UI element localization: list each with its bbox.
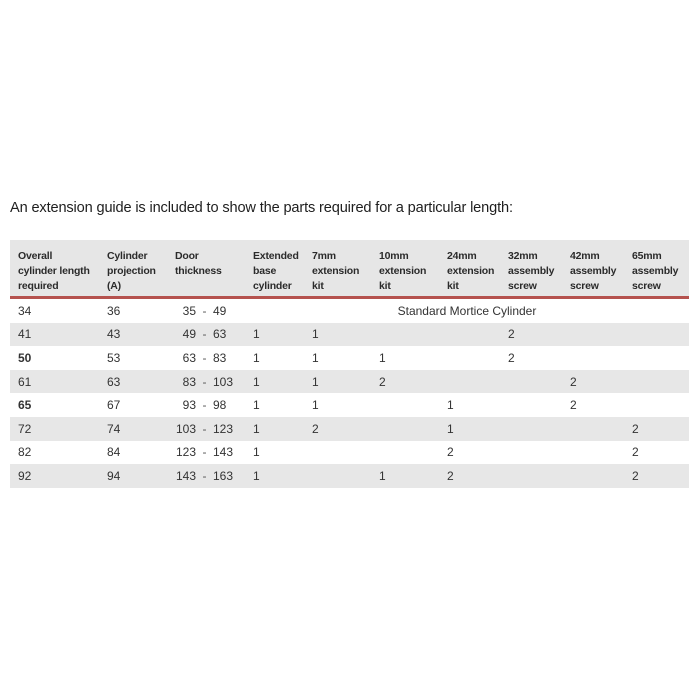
header-24mm-extension-kit: 24mm extension kit bbox=[447, 250, 495, 292]
cell-projection: 43 bbox=[107, 327, 121, 342]
table-header-row: Overall cylinder length required Cylinde… bbox=[10, 240, 689, 296]
cell-24mm-kit: 1 bbox=[447, 398, 454, 413]
cell-door-thickness: 123-143 bbox=[167, 445, 245, 459]
header-door-thickness: Door thickness bbox=[175, 250, 222, 277]
door-max: 163 bbox=[213, 468, 234, 483]
cell-door-thickness: 63-83 bbox=[167, 351, 245, 365]
table-row: 50 53 63-83 1 1 1 2 bbox=[10, 346, 689, 370]
door-min: 35 bbox=[182, 303, 196, 318]
door-min: 123 bbox=[175, 445, 196, 460]
door-min: 93 bbox=[182, 398, 196, 413]
cell-door-thickness: 143-163 bbox=[167, 469, 245, 483]
cell-65mm-screw: 2 bbox=[632, 421, 639, 436]
header-42mm-assembly-screw: 42mm assembly screw bbox=[570, 250, 617, 292]
cell-extended-base: 1 bbox=[253, 421, 260, 436]
cell-7mm-kit: 1 bbox=[312, 327, 319, 342]
range-dash: - bbox=[202, 303, 207, 318]
cell-projection: 67 bbox=[107, 398, 121, 413]
cell-door-thickness: 93-98 bbox=[167, 398, 245, 412]
table-row: 61 63 83-103 1 1 2 2 bbox=[10, 369, 689, 394]
cell-extended-base: 1 bbox=[253, 350, 260, 365]
cell-overall: 50 bbox=[18, 350, 32, 365]
door-min: 103 bbox=[175, 421, 196, 436]
range-dash: - bbox=[202, 398, 207, 413]
cell-door-thickness: 35-49 bbox=[167, 304, 245, 318]
cell-extended-base: 1 bbox=[253, 398, 260, 413]
cell-door-thickness: 83-103 bbox=[167, 375, 245, 389]
range-dash: - bbox=[202, 327, 207, 342]
cell-overall: 61 bbox=[18, 374, 32, 389]
table-row: 34 36 35-49 Standard Mortice Cylinder bbox=[10, 299, 689, 323]
intro-text: An extension guide is included to show t… bbox=[10, 200, 513, 216]
cell-24mm-kit: 2 bbox=[447, 468, 454, 483]
cell-projection: 63 bbox=[107, 374, 121, 389]
cell-projection: 36 bbox=[107, 303, 121, 318]
range-dash: - bbox=[202, 445, 207, 460]
cell-7mm-kit: 1 bbox=[312, 374, 319, 389]
cell-7mm-kit: 2 bbox=[312, 421, 319, 436]
cell-42mm-screw: 2 bbox=[570, 398, 577, 413]
cell-overall: 82 bbox=[18, 445, 32, 460]
cell-overall: 41 bbox=[18, 327, 32, 342]
cell-standard-mortice-cylinder: Standard Mortice Cylinder bbox=[397, 303, 537, 318]
cell-7mm-kit: 1 bbox=[312, 398, 319, 413]
header-overall-cylinder-length: Overall cylinder length required bbox=[18, 250, 90, 292]
table-row: 41 43 49-63 1 1 2 bbox=[10, 322, 689, 347]
cell-32mm-screw: 2 bbox=[508, 327, 515, 342]
door-max: 63 bbox=[213, 327, 227, 342]
door-min: 63 bbox=[182, 350, 196, 365]
header-cylinder-projection: Cylinder projection (A) bbox=[107, 250, 156, 292]
door-max: 83 bbox=[213, 350, 227, 365]
door-min: 143 bbox=[175, 468, 196, 483]
door-max: 103 bbox=[213, 374, 234, 389]
table-row: 65 67 93-98 1 1 1 2 bbox=[10, 393, 689, 417]
door-max: 49 bbox=[213, 303, 227, 318]
cell-projection: 84 bbox=[107, 445, 121, 460]
cell-overall: 65 bbox=[18, 398, 32, 413]
door-min: 83 bbox=[182, 374, 196, 389]
range-dash: - bbox=[202, 421, 207, 436]
cell-24mm-kit: 1 bbox=[447, 421, 454, 436]
table-row: 72 74 103-123 1 2 1 2 bbox=[10, 416, 689, 441]
cell-projection: 74 bbox=[107, 421, 121, 436]
cell-32mm-screw: 2 bbox=[508, 350, 515, 365]
cell-65mm-screw: 2 bbox=[632, 468, 639, 483]
door-max: 143 bbox=[213, 445, 234, 460]
table-row: 82 84 123-143 1 2 2 bbox=[10, 441, 689, 465]
cell-extended-base: 1 bbox=[253, 327, 260, 342]
header-65mm-assembly-screw: 65mm assembly screw bbox=[632, 250, 679, 292]
header-7mm-extension-kit: 7mm extension kit bbox=[312, 250, 360, 292]
cell-10mm-kit: 1 bbox=[379, 468, 386, 483]
header-extended-base-cylinder: Extended base cylinder bbox=[253, 250, 299, 292]
header-32mm-assembly-screw: 32mm assembly screw bbox=[508, 250, 555, 292]
table-row: 92 94 143-163 1 1 2 2 bbox=[10, 464, 689, 488]
cell-24mm-kit: 2 bbox=[447, 445, 454, 460]
cell-extended-base: 1 bbox=[253, 374, 260, 389]
cell-10mm-kit: 2 bbox=[379, 374, 386, 389]
cell-extended-base: 1 bbox=[253, 445, 260, 460]
cell-door-thickness: 49-63 bbox=[167, 327, 245, 341]
cell-extended-base: 1 bbox=[253, 468, 260, 483]
cell-42mm-screw: 2 bbox=[570, 374, 577, 389]
cell-door-thickness: 103-123 bbox=[167, 422, 245, 436]
door-max: 123 bbox=[213, 421, 234, 436]
range-dash: - bbox=[202, 468, 207, 483]
door-min: 49 bbox=[182, 327, 196, 342]
cell-projection: 94 bbox=[107, 468, 121, 483]
cell-overall: 72 bbox=[18, 421, 32, 436]
header-accent-line bbox=[10, 296, 689, 299]
range-dash: - bbox=[202, 350, 207, 365]
door-max: 98 bbox=[213, 398, 227, 413]
cell-7mm-kit: 1 bbox=[312, 350, 319, 365]
cell-65mm-screw: 2 bbox=[632, 445, 639, 460]
cell-projection: 53 bbox=[107, 350, 121, 365]
cell-overall: 92 bbox=[18, 468, 32, 483]
range-dash: - bbox=[202, 374, 207, 389]
extension-guide-table: Overall cylinder length required Cylinde… bbox=[10, 240, 689, 488]
header-10mm-extension-kit: 10mm extension kit bbox=[379, 250, 427, 292]
cell-overall: 34 bbox=[18, 303, 32, 318]
cell-10mm-kit: 1 bbox=[379, 350, 386, 365]
